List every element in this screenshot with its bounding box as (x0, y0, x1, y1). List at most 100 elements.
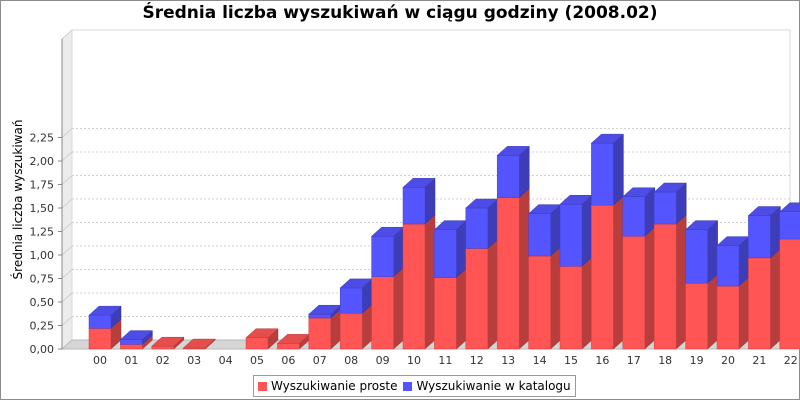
bar-0 (653, 223, 677, 350)
bar-side-0 (393, 267, 404, 350)
bar-1 (496, 155, 520, 198)
bar-1 (371, 235, 394, 277)
bar-0 (528, 255, 551, 350)
x-tick-label: 05 (250, 354, 264, 367)
legend-label-catalog: Wyszukiwanie w katalogu (416, 379, 571, 393)
bar-side-0 (644, 226, 656, 350)
legend-item-simple: Wyszukiwanie proste (258, 379, 397, 393)
bar-0 (465, 248, 489, 350)
gridline-wall (61, 316, 73, 326)
bar-top-1 (402, 178, 436, 188)
bar-top-1 (496, 146, 530, 156)
x-tick-label: 07 (313, 354, 327, 367)
bar-top-1 (747, 206, 782, 216)
bar-side-0 (613, 195, 624, 350)
bar-side-0 (675, 214, 687, 350)
bar-side-1 (707, 220, 718, 284)
legend-label-simple: Wyszukiwanie proste (271, 379, 398, 393)
y-tick-label: 0,00 (30, 343, 55, 356)
gridline-wall (61, 175, 73, 185)
x-tick-label: 03 (187, 354, 201, 367)
x-tick-label: 13 (501, 354, 515, 367)
gridline-wall (61, 128, 73, 138)
x-tick-label: 20 (721, 354, 735, 367)
bar-0 (685, 282, 708, 350)
x-tick-label: 14 (533, 354, 547, 367)
x-tick-label: 06 (281, 354, 295, 367)
bar-0 (496, 197, 520, 350)
y-tick-label: 1,00 (30, 249, 55, 262)
bar-1 (434, 229, 457, 278)
legend-swatch-simple (258, 381, 267, 391)
chart-title: Średnia liczba wyszukiwań w ciągu godzin… (142, 3, 658, 23)
bar-0 (120, 344, 143, 350)
gridline-wall (61, 151, 73, 162)
legend-swatch-catalog (403, 381, 413, 391)
bar-1 (653, 191, 677, 225)
bar-side-0 (707, 273, 718, 350)
bar-1 (120, 339, 143, 345)
bar-top-1 (653, 182, 687, 193)
x-tick-label: 11 (438, 354, 452, 367)
bar-0 (277, 343, 300, 350)
bar-1 (402, 187, 426, 225)
bar-side-0 (487, 238, 499, 350)
bar-1 (748, 215, 771, 259)
bar-side-0 (770, 248, 781, 350)
bar-0 (559, 266, 583, 350)
bar-1 (716, 245, 740, 287)
bar-0 (748, 257, 771, 350)
bar-1 (308, 313, 332, 319)
bar-top-1 (119, 330, 154, 340)
bar-1 (339, 287, 363, 314)
bar-0 (434, 277, 457, 350)
bar-1 (685, 229, 708, 284)
bar-0 (591, 204, 614, 350)
x-tick-label: 18 (658, 354, 672, 367)
y-axis-label: Średnia liczba wyszukiwań (10, 120, 25, 280)
bar-top-1 (684, 220, 719, 230)
bar-1 (528, 213, 551, 257)
bar-side-1 (581, 194, 593, 267)
bar-side-0 (581, 256, 593, 350)
bar-side-0 (518, 188, 530, 350)
bar-side-1 (456, 220, 467, 279)
y-tick-label: 0,50 (30, 296, 55, 309)
x-tick-label: 21 (752, 354, 766, 367)
bar-side-1 (613, 133, 624, 206)
bar-1 (88, 314, 112, 329)
x-tick-label: 17 (627, 354, 641, 367)
bar-0 (308, 317, 332, 350)
bar-1 (591, 142, 614, 206)
bar-0 (245, 337, 269, 350)
y-tick-label: 2,25 (30, 132, 55, 145)
bar-side-0 (456, 267, 467, 350)
y-tick-label: 1,75 (30, 179, 55, 192)
bar-side-0 (550, 246, 561, 350)
bar-0 (371, 276, 394, 350)
bar-1 (559, 203, 583, 267)
x-tick-label: 19 (690, 354, 704, 367)
x-tick-label: 00 (93, 354, 107, 367)
x-tick-label: 08 (344, 354, 358, 367)
bar-1 (779, 211, 800, 240)
x-tick-label: 10 (407, 354, 421, 367)
bar-0 (88, 328, 112, 350)
y-tick-label: 1,50 (30, 202, 55, 215)
bar-top-1 (622, 187, 656, 197)
y-tick-label: 0,75 (30, 273, 55, 286)
bar-top-0 (151, 336, 185, 347)
x-tick-label: 22 (784, 354, 798, 367)
bar-0 (779, 238, 800, 350)
gridline-wall (61, 198, 73, 209)
x-tick-label: 12 (470, 354, 484, 367)
gridline-wall (61, 269, 73, 279)
bar-0 (622, 235, 646, 350)
x-tick-label: 04 (219, 354, 233, 367)
x-tick-label: 15 (564, 354, 578, 367)
y-tick-label: 0,25 (30, 320, 55, 333)
bar-side-0 (424, 214, 436, 350)
y-tick-label: 1,25 (30, 226, 55, 239)
x-tick-label: 16 (595, 354, 609, 367)
gridline-wall (61, 245, 73, 256)
